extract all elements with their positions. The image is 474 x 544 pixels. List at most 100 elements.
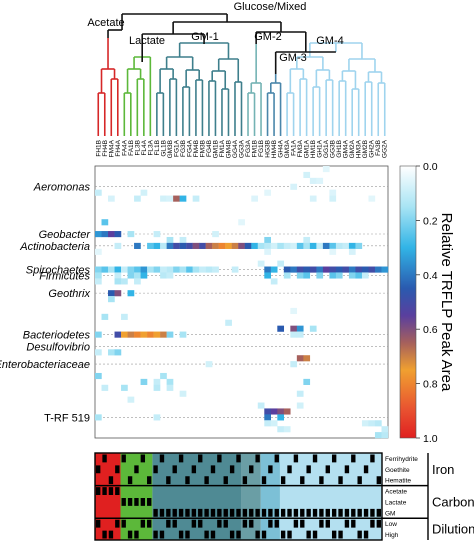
treatment-mark	[134, 465, 139, 474]
treatment-mark	[312, 454, 318, 463]
heatmap-cell	[296, 355, 304, 362]
sample-label: FM3B	[199, 140, 206, 157]
heatmap-cell	[238, 242, 245, 249]
heatmap-cell	[303, 266, 311, 273]
sample-label: GM2A	[349, 139, 356, 158]
heatmap-cell	[296, 325, 304, 332]
treatment-mark	[363, 530, 369, 539]
treatment-mark	[287, 530, 292, 539]
heatmap-cell	[134, 242, 141, 249]
treatment-mark	[172, 465, 177, 474]
heatmap-cell	[186, 242, 193, 249]
treatment-mark	[363, 465, 369, 474]
heatmap-cell	[361, 266, 369, 273]
treatment-mark	[319, 519, 324, 528]
heatmap-cell	[179, 195, 187, 202]
heatmap-cell	[264, 248, 271, 255]
heatmap-cell	[160, 195, 167, 202]
heatmap-cell	[277, 426, 285, 433]
treatment-mark	[223, 476, 228, 485]
treatment-mark	[140, 498, 146, 506]
heatmap-cell	[121, 313, 128, 320]
heatmap-cell	[101, 231, 109, 238]
treatment-mark	[229, 465, 235, 474]
heatmap-frame	[94, 165, 389, 439]
heatmap-cell	[322, 166, 330, 173]
heatmap-cell	[264, 420, 271, 427]
heatmap-cell	[160, 372, 167, 380]
heatmap-cell	[95, 331, 102, 338]
sample-label: FA3B	[375, 140, 382, 156]
heatmap-cell	[381, 266, 389, 273]
treatment-mark	[370, 508, 375, 517]
row-label: Geothrix	[48, 288, 90, 300]
heatmap-cell	[153, 378, 161, 385]
treatment-mark	[96, 487, 101, 495]
heatmap-cell	[160, 272, 167, 279]
heatmap-cell	[95, 248, 102, 255]
treatment-mark	[159, 530, 165, 539]
heatmap-cell	[166, 384, 174, 391]
group-label-gm-4: GM-4	[316, 35, 344, 47]
root-label: Glucose/Mixed	[234, 1, 307, 13]
heatmap-cell	[316, 242, 324, 249]
sample-label: GG1A	[323, 139, 330, 158]
treatment-mark	[261, 476, 267, 485]
heatmap-cell	[296, 266, 304, 273]
heatmap-cell	[108, 266, 115, 273]
heatmap-cell	[101, 313, 109, 320]
treatment-mark	[261, 530, 267, 539]
treatment-band	[152, 453, 242, 540]
heatmap-cell	[95, 414, 102, 421]
treatment-mark	[319, 476, 324, 485]
dendro-group-acetate	[97, 38, 119, 136]
treatment-mark	[198, 519, 203, 528]
heatmap-cell	[199, 266, 206, 273]
row-label: T-RF 519	[44, 412, 90, 424]
heatmap-cell	[140, 331, 148, 338]
heatmap-cell	[348, 242, 356, 249]
heatmap-cell	[374, 432, 382, 439]
treatment-mark	[172, 519, 177, 528]
sample-label: FG3A	[245, 139, 252, 157]
heatmap-cell	[368, 420, 376, 427]
heatmap-cell	[244, 242, 252, 249]
treatment-mark	[102, 487, 107, 495]
heatmap-cell	[329, 266, 337, 273]
treatment-matrix	[94, 452, 428, 541]
treatment-section-label: Iron	[432, 462, 454, 477]
heatmap-cell	[147, 331, 154, 338]
row-label: Geobacter	[39, 229, 92, 241]
heatmap-cell	[108, 290, 115, 297]
sample-label: HM3A	[356, 139, 363, 158]
treatment-mark	[306, 465, 311, 474]
heatmap-cell	[283, 242, 291, 249]
sample-label: GM4A	[343, 139, 350, 158]
treatment-mark	[159, 508, 165, 517]
treatment-mark	[229, 508, 235, 517]
treatment-mark	[331, 530, 337, 539]
row-label: Enterobacteriaceae	[0, 359, 90, 371]
treatment-mark	[153, 508, 158, 517]
treatment-section-label: Dilution	[432, 522, 474, 537]
treatment-mark	[287, 508, 292, 517]
treatment-mark	[274, 454, 279, 463]
heatmap-cell	[303, 378, 311, 385]
heatmap-cell	[231, 266, 239, 273]
heatmap-cell	[283, 426, 291, 433]
treatment-frame	[94, 452, 383, 541]
heatmap-cell	[179, 236, 187, 244]
dendro-group-gm-4	[286, 42, 386, 136]
group-label-gm-3: GM-3	[279, 52, 307, 64]
treatment-row-label: Lactate	[385, 499, 407, 506]
heatmap-cell	[309, 325, 317, 332]
heatmap-cell	[303, 171, 311, 179]
heatmap-cell	[218, 242, 226, 249]
sample-label: FL1B	[154, 140, 161, 156]
heatmap-cell	[166, 242, 174, 249]
heatmap-cell	[95, 266, 102, 273]
treatment-mark	[166, 508, 171, 517]
treatment-mark	[198, 508, 203, 517]
heatmap-cell	[296, 402, 304, 409]
row-label: Spirochaetes	[26, 264, 91, 276]
